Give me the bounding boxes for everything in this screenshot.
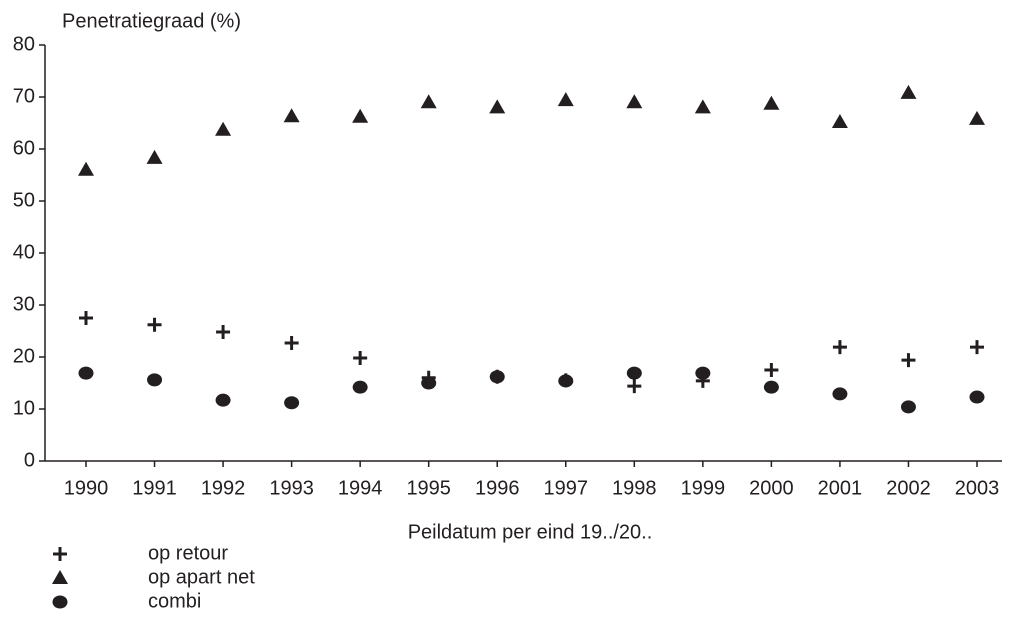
y-tick-label: 40 [13,241,35,263]
x-tick-label: 1990 [64,477,109,499]
y-tick-label: 70 [13,85,35,107]
triangle-marker [146,149,163,164]
triangle-marker [900,84,917,99]
circle-marker [52,595,68,609]
circle-marker [900,400,916,414]
triangle-marker [831,113,848,128]
plus-marker [901,353,916,368]
x-tick-label: 1991 [132,477,177,499]
triangle-marker [52,570,68,584]
triangle-marker [283,108,300,123]
triangle-marker [626,94,643,109]
x-tick-label: 1993 [269,477,314,499]
x-tick-label: 2003 [955,477,1000,499]
plus-marker [627,379,642,394]
triangle-marker [78,161,94,176]
plus-marker [353,351,368,366]
plus-marker [970,340,984,355]
y-tick-label: 20 [13,345,35,367]
x-tick-label: 1999 [681,477,726,499]
x-tick-label: 1997 [544,477,589,499]
circle-marker [695,366,711,380]
y-tick-label: 10 [13,397,35,419]
plus-marker [216,325,231,340]
x-tick-label: 2000 [749,477,794,499]
y-tick-label: 0 [24,449,35,471]
y-tick-label: 50 [13,189,35,211]
plus-marker [284,335,299,350]
legend-label: combi [148,590,201,612]
legend-label: op retour [148,542,228,564]
y-tick-label: 30 [13,293,35,315]
plus-marker [53,547,67,561]
x-tick-label: 1994 [338,477,383,499]
y-tick-label: 80 [13,33,35,55]
circle-marker [421,376,437,390]
x-tick-label: 2001 [818,477,863,499]
circle-marker [284,396,300,410]
x-tick-label: 1995 [406,477,451,499]
x-tick-label: 2002 [886,477,931,499]
plus-marker [764,363,779,377]
x-tick-label: 1992 [201,477,246,499]
legend-label: op apart net [148,566,255,588]
triangle-marker [763,95,780,110]
circle-marker [626,366,642,380]
triangle-marker [489,99,506,114]
y-tick-label: 60 [13,137,35,159]
y-axis-title: Penetratiegraad (%) [62,10,241,32]
x-tick-label: 1996 [475,477,520,499]
triangle-marker [557,92,574,107]
circle-marker [352,380,368,394]
plus-marker [832,340,847,355]
circle-marker [558,374,574,388]
circle-marker [78,366,94,380]
triangle-marker [215,121,232,136]
x-tick-label: 1998 [612,477,657,499]
circle-marker [215,393,231,407]
triangle-marker [420,94,437,109]
triangle-marker [352,108,369,123]
plus-marker [79,311,93,325]
x-axis-title: Peildatum per eind 19../20.. [408,521,653,543]
triangle-marker [694,99,711,114]
circle-marker [147,373,163,387]
circle-marker [489,370,505,384]
plus-marker [147,317,162,332]
circle-marker [969,390,985,404]
triangle-marker [969,110,985,125]
circle-marker [832,387,848,401]
circle-marker [763,380,779,394]
